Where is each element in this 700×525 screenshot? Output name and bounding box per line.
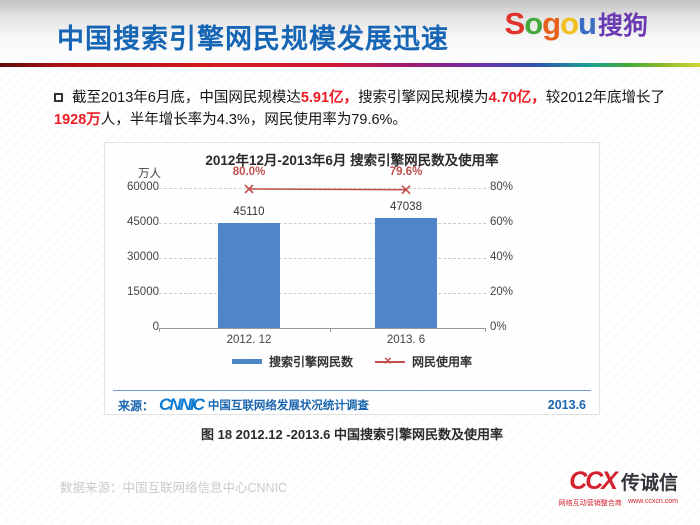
ccx-name: 传诚信 <box>620 473 678 494</box>
y2-axis-tick: 20% <box>490 286 514 298</box>
source-text: 中国互联网络发展状况统计调查 <box>207 400 369 412</box>
y-axis-tick: 0 <box>152 321 159 333</box>
source-row: 来源： CNNIC 中国互联网络发展状况统计调查 2013.6 <box>118 395 586 415</box>
sogou-logo-word: Sogou <box>504 6 597 41</box>
cnnic-logo: CNNIC <box>159 395 205 414</box>
legend-bar-swatch-icon <box>231 359 262 364</box>
source-date: 2013.6 <box>547 398 586 412</box>
footer-watermark: 数据来源：中国互联网络信息中心CNNIC <box>60 481 288 495</box>
y-axis-tick: 45000 <box>127 216 159 228</box>
figure-caption: 图 18 2012.12 -2013.6 中国搜索引擎网民数及使用率 <box>201 427 503 442</box>
summary-segment: 人，半年增长率为4.3%，网民使用率为79.6%。 <box>100 111 407 128</box>
bullet-square-icon <box>54 93 63 102</box>
ccx-url: www.ccxcn.com <box>628 497 678 505</box>
summary-segment: 搜索引擎网民规模为 <box>358 90 489 106</box>
bar <box>218 222 280 328</box>
ccx-logo: CCX <box>569 467 618 495</box>
summary-text: 截至2013年6月底，中国网民规模达5.91亿，搜索引擎网民规模为4.70亿，较… <box>54 88 684 131</box>
source-divider <box>113 390 591 391</box>
legend-line-marker-icon: × <box>375 353 405 369</box>
trend-line <box>244 184 411 195</box>
summary-segment: 5.91亿， <box>300 90 359 106</box>
x-axis-tick <box>159 328 160 332</box>
legend-label: 网民使用率 <box>412 355 473 369</box>
summary-segment: 1928万 <box>54 111 101 128</box>
gridline <box>159 258 486 259</box>
legend-label: 搜索引擎网民数 <box>268 355 353 369</box>
x-axis-tick <box>330 328 331 332</box>
y2-axis-tick: 80% <box>490 181 514 193</box>
legend-item-line-series: × 网民使用率 <box>375 353 472 370</box>
gridline <box>159 188 486 189</box>
sogou-logo: Sogou 搜狗 <box>505 6 648 42</box>
plot-area: 45110 47038 <box>159 184 486 332</box>
y2-axis-tick: 0% <box>490 321 507 333</box>
bar-value-label: 47038 <box>390 201 422 214</box>
gridline <box>159 223 486 224</box>
chart: 2012年12月-2013年6月 搜索引擎网民数及使用率 万人 60000 45… <box>104 142 600 415</box>
y-axis-tick: 30000 <box>127 251 159 263</box>
y-axis-tick: 60000 <box>127 181 159 193</box>
x-axis-label: 2013. 6 <box>386 334 426 346</box>
axis-unit-label: 万人 <box>138 168 161 180</box>
x-axis-line <box>159 328 486 329</box>
source-prefix: 来源： <box>118 398 155 413</box>
gridline <box>159 293 486 294</box>
legend: 搜索引擎网民数 × 网民使用率 <box>105 353 599 370</box>
trend-value-label: 79.6% <box>389 166 423 178</box>
ccx-tagline: 网络互动营销整合商 <box>558 498 622 507</box>
legend-item-bar-series: 搜索引擎网民数 <box>231 353 353 370</box>
y-axis-tick: 15000 <box>127 286 159 298</box>
sogou-logo-cn: 搜狗 <box>597 12 648 40</box>
page-title: 中国搜索引擎网民规模发展迅速 <box>57 24 449 54</box>
bar-value-label: 45110 <box>233 205 265 218</box>
header: 中国搜索引擎网民规模发展迅速 Sogou 搜狗 <box>0 0 700 63</box>
bar <box>375 218 437 328</box>
summary-segment: 较2012年底增长了 <box>545 90 666 106</box>
x-axis-label: 2012. 12 <box>226 334 272 346</box>
summary-segment: 4.70亿， <box>488 90 546 106</box>
y2-axis-tick: 40% <box>490 251 514 263</box>
ccx-logo-block: CCX 传诚信 网络互动营销整合商 www.ccxcn.com <box>525 467 678 510</box>
trend-value-label: 80.0% <box>232 166 266 178</box>
header-divider <box>0 63 700 67</box>
y2-axis-tick: 60% <box>490 216 514 228</box>
x-axis-tick <box>485 328 486 332</box>
summary-segment: 截至2013年6月底，中国网民规模达 <box>72 90 301 106</box>
chart-title: 2012年12月-2013年6月 搜索引擎网民数及使用率 <box>205 153 499 168</box>
